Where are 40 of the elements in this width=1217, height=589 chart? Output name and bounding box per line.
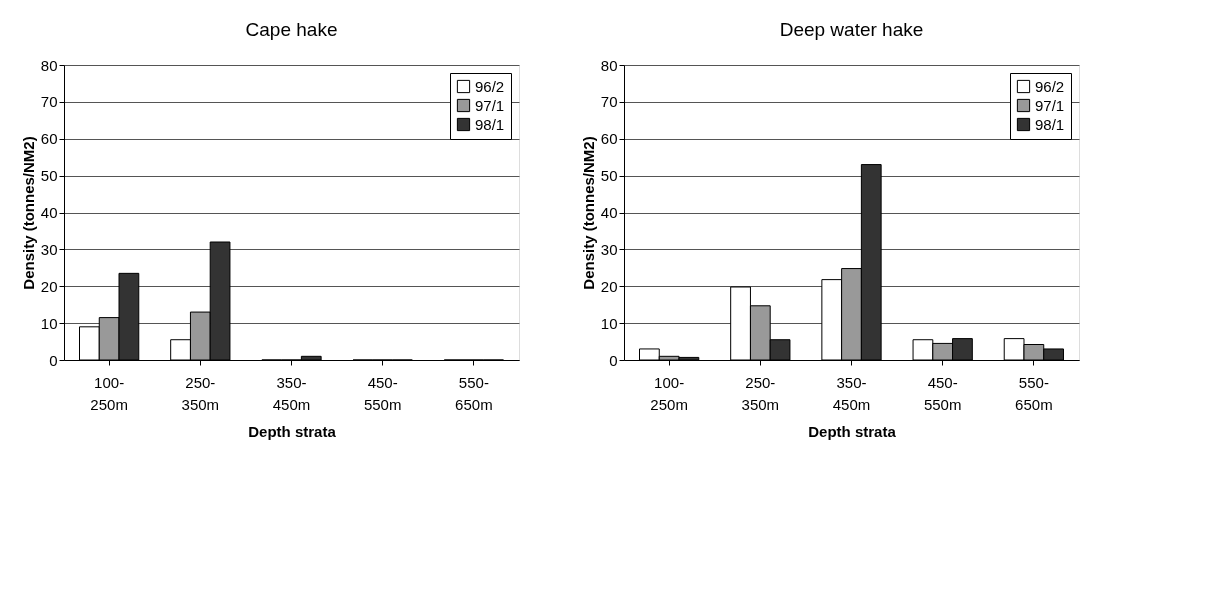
x-tick-label: 350-450m (832, 373, 871, 413)
y-tick-label: 10 (40, 314, 58, 332)
legend-label: 98/1 (1035, 115, 1065, 133)
x-axis-title: Depth strata (248, 422, 337, 440)
y-tick-label: 80 (600, 56, 618, 74)
x-tick-label: 550-650m (1015, 373, 1053, 413)
legend-label: 97/1 (475, 96, 505, 114)
x-tick-label: 250-350m (741, 373, 780, 413)
y-tick-label: 50 (40, 167, 58, 185)
y-tick-label: 60 (40, 130, 58, 148)
y-tick-label: 0 (609, 351, 618, 369)
chart-title: Deep water hake (779, 19, 924, 40)
x-tick-label: 550-650m (455, 373, 493, 413)
y-tick-label: 50 (600, 167, 618, 185)
legend-label: 98/1 (475, 115, 505, 133)
y-tick-label: 0 (49, 351, 58, 369)
y-tick-label: 30 (40, 240, 58, 258)
y-tick-label: 70 (40, 93, 58, 111)
y-tick-label: 20 (600, 277, 618, 295)
x-tick-label: 350-450m (272, 373, 311, 413)
y-tick-label: 20 (40, 277, 58, 295)
x-tick-label: 100-250m (650, 373, 688, 413)
x-tick-label: 250-350m (181, 373, 220, 413)
y-tick-label: 80 (40, 56, 58, 74)
x-tick-label: 450-550m (363, 373, 402, 413)
y-tick-label: 70 (600, 93, 618, 111)
y-axis-title: Density (tonnes/NM2) (579, 136, 597, 290)
x-tick-label: 100-250m (90, 373, 128, 413)
legend-label: 96/2 (1035, 77, 1065, 95)
x-axis-title: Depth strata (808, 422, 897, 440)
legend-label: 96/2 (475, 77, 505, 95)
y-tick-label: 10 (600, 314, 618, 332)
chart-title: Cape hake (245, 19, 338, 40)
y-tick-label: 40 (600, 204, 618, 221)
x-tick-label: 450-550m (923, 373, 962, 413)
y-tick-label: 40 (40, 204, 58, 221)
y-tick-label: 30 (600, 240, 618, 258)
y-axis-title: Density (tonnes/NM2) (19, 136, 37, 290)
y-tick-label: 60 (600, 130, 618, 148)
legend-label: 97/1 (1035, 96, 1065, 114)
